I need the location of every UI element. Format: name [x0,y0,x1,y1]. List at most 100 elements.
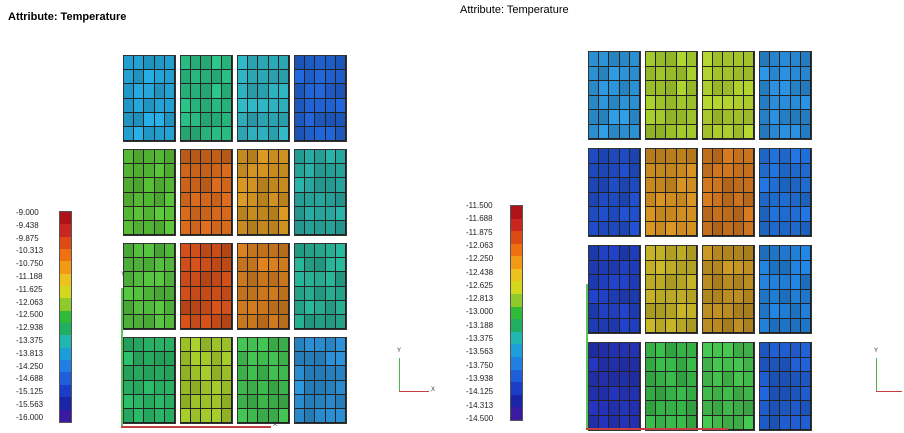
mesh-cell [703,401,714,416]
mesh-cell [335,112,346,127]
mesh-cell [646,149,657,164]
mesh-cell [723,372,734,387]
mesh-cell [221,314,232,329]
mesh-cell [181,394,192,409]
mesh-cell [609,95,620,110]
mesh-cell [609,275,620,290]
mesh-cell [124,338,135,353]
mesh-cell [181,314,192,329]
mesh-cell [656,124,667,139]
legend-label: -9.000 [16,208,39,217]
mesh-cell [144,84,155,99]
mesh-cell [238,272,249,287]
mesh-cell [211,56,222,71]
mesh-cell [154,164,165,179]
mesh-cell [211,164,222,179]
mesh-cell [686,275,697,290]
mesh-cell [305,150,316,165]
mesh-cell [666,192,677,207]
mesh-cell [335,258,346,273]
mesh-cell [723,178,734,193]
mesh-cell [686,66,697,81]
mesh-cell [619,260,630,275]
mesh-cell [181,164,192,179]
mesh-cell [713,372,724,387]
mesh-cell [589,221,600,236]
mesh-cell [800,357,811,372]
mesh-cell [268,56,279,71]
mesh-cell [325,150,336,165]
mesh-cell [599,275,610,290]
mesh-cell [268,164,279,179]
mesh-cell [181,244,192,259]
element-block [237,55,290,142]
mesh-cell [238,56,249,71]
legend-swatch [511,356,522,370]
mesh-cell [315,220,326,235]
mesh-cell [124,206,135,221]
mesh-cell [201,164,212,179]
mesh-cell [743,275,754,290]
mesh-cell [258,286,269,301]
mesh-cell [315,352,326,367]
mesh-cell [144,98,155,113]
mesh-cell [154,286,165,301]
mesh-cell [124,164,135,179]
mesh-cell [656,386,667,401]
mesh-cell [676,343,687,358]
mesh-cell [335,220,346,235]
mesh-cell [268,150,279,165]
mesh-cell [154,408,165,423]
mesh-cell [646,163,657,178]
mesh-cell [800,95,811,110]
mesh-cell [248,272,259,287]
mesh-cell [656,343,667,358]
mesh-cell [154,192,165,207]
mesh-cell [703,207,714,222]
mesh-cell [743,401,754,416]
mesh-cell [325,352,336,367]
mesh-cell [201,380,212,395]
element-block [702,342,755,431]
mesh-cell [181,272,192,287]
mesh-cell [181,126,192,141]
mesh-cell [325,126,336,141]
mesh-cell [144,272,155,287]
mesh-cell [733,289,744,304]
mesh-cell [315,272,326,287]
mesh-cell [154,338,165,353]
mesh-cell [315,244,326,259]
mesh-cell [278,300,289,315]
mesh-cell [325,98,336,113]
mesh-cell [305,112,316,127]
mesh-cell [589,260,600,275]
mesh-cell [733,110,744,125]
mesh-cell [335,178,346,193]
mesh-cell [164,192,175,207]
mesh-cell [238,258,249,273]
mesh-cell [780,343,791,358]
legend-swatch [511,369,522,383]
mesh-cell [619,52,630,67]
mesh-cell [770,221,781,236]
triad-y-label: Y [874,348,879,354]
mesh-cell [315,286,326,301]
mesh-cell [629,401,640,416]
mesh-cell [646,192,657,207]
legend-swatch [511,344,522,357]
legend-label: -13.375 [16,336,44,345]
mesh-cell [248,126,259,141]
mesh-cell [646,357,657,372]
mesh-cell [221,220,232,235]
mesh-cell [124,380,135,395]
mesh-cell [770,81,781,96]
mesh-cell [723,246,734,261]
mesh-cell [164,366,175,381]
mesh-cell [599,163,610,178]
mesh-cell [315,408,326,423]
mesh-cell [154,150,165,165]
mesh-cell [619,95,630,110]
mesh-cell [760,81,771,96]
element-block [294,149,347,236]
mesh-cell [134,314,145,329]
